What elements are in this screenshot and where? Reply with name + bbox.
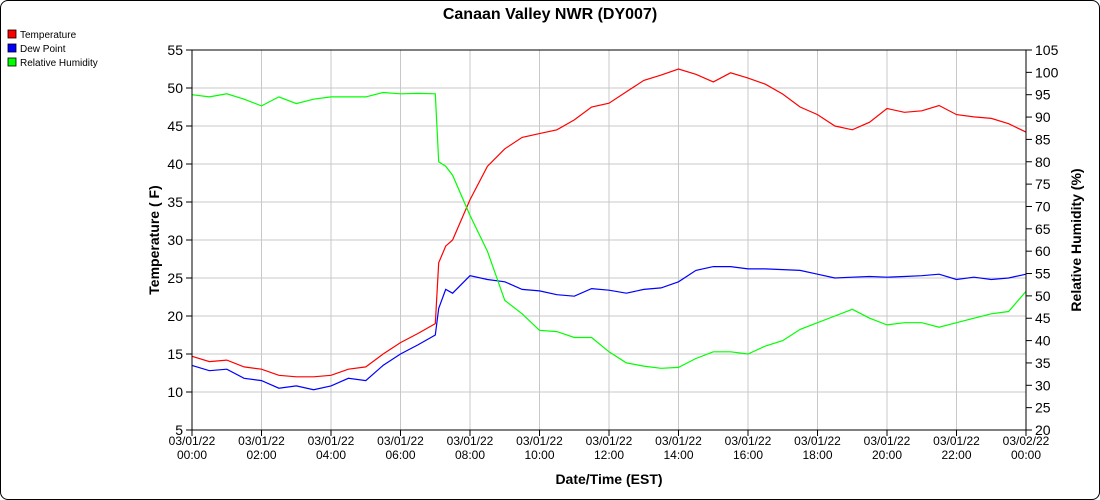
chart-title: Canaan Valley NWR (DY007) bbox=[443, 6, 657, 23]
y2-tick-label: 35 bbox=[1035, 355, 1051, 371]
x-tick-date: 03/01/22 bbox=[794, 434, 841, 448]
x-tick-time: 20:00 bbox=[872, 448, 902, 462]
x-tick-time: 16:00 bbox=[733, 448, 763, 462]
x-tick-date: 03/01/22 bbox=[725, 434, 772, 448]
y2-axis-label: Relative Humidity (%) bbox=[1068, 168, 1084, 311]
y2-tick-label: 75 bbox=[1035, 176, 1051, 192]
x-tick-time: 08:00 bbox=[455, 448, 485, 462]
x-tick-time: 04:00 bbox=[316, 448, 346, 462]
y2-tick-label: 60 bbox=[1035, 243, 1051, 259]
y2-tick-label: 100 bbox=[1035, 64, 1059, 80]
x-tick-date: 03/01/22 bbox=[516, 434, 563, 448]
x-tick-time: 14:00 bbox=[663, 448, 693, 462]
y2-tick-label: 30 bbox=[1035, 377, 1051, 393]
x-tick-date: 03/01/22 bbox=[377, 434, 424, 448]
x-tick-date: 03/01/22 bbox=[933, 434, 980, 448]
legend-swatch bbox=[7, 57, 17, 67]
y-tick-label: 50 bbox=[167, 80, 183, 96]
y2-tick-label: 20 bbox=[1035, 422, 1051, 438]
y2-tick-label: 95 bbox=[1035, 87, 1051, 103]
y2-tick-label: 50 bbox=[1035, 288, 1051, 304]
x-tick-date: 03/01/22 bbox=[864, 434, 911, 448]
x-tick-time: 02:00 bbox=[246, 448, 276, 462]
x-ticks: 03/01/2200:0003/01/2202:0003/01/2204:000… bbox=[169, 430, 1050, 462]
x-tick-date: 03/01/22 bbox=[238, 434, 285, 448]
x-tick-time: 12:00 bbox=[594, 448, 624, 462]
y-tick-label: 15 bbox=[167, 346, 183, 362]
x-tick-date: 03/01/22 bbox=[655, 434, 702, 448]
legend-label: Relative Humidity bbox=[20, 58, 98, 69]
legend-swatch bbox=[7, 29, 17, 39]
y-tick-label: 35 bbox=[167, 194, 183, 210]
y-tick-label: 45 bbox=[167, 118, 183, 134]
series-lines bbox=[191, 68, 1027, 391]
x-tick-time: 10:00 bbox=[524, 448, 554, 462]
legend-swatch bbox=[7, 43, 17, 53]
grid bbox=[191, 49, 1027, 431]
x-tick-time: 00:00 bbox=[1011, 448, 1041, 462]
x-tick-date: 03/01/22 bbox=[447, 434, 494, 448]
y2-tick-label: 90 bbox=[1035, 109, 1051, 125]
y-tick-label: 30 bbox=[167, 232, 183, 248]
y-tick-label: 10 bbox=[167, 384, 183, 400]
x-tick-date: 03/02/22 bbox=[1003, 434, 1050, 448]
y-tick-label: 20 bbox=[167, 308, 183, 324]
legend: Temperature Dew Point Relative Humidity bbox=[7, 29, 98, 69]
series-line-relative-humidity bbox=[191, 91, 1027, 369]
y2-tick-label: 105 bbox=[1035, 42, 1059, 58]
x-tick-date: 03/01/22 bbox=[169, 434, 216, 448]
y2-tick-label: 65 bbox=[1035, 221, 1051, 237]
y2-tick-label: 70 bbox=[1035, 198, 1051, 214]
y2-tick-label: 55 bbox=[1035, 266, 1051, 282]
y2-tick-label: 80 bbox=[1035, 154, 1051, 170]
y-tick-label: 5 bbox=[175, 422, 183, 438]
y2-tick-label: 45 bbox=[1035, 310, 1051, 326]
x-tick-time: 18:00 bbox=[802, 448, 832, 462]
x-tick-date: 03/01/22 bbox=[586, 434, 633, 448]
series-line-dew-point bbox=[191, 266, 1027, 391]
y2-tick-label: 25 bbox=[1035, 400, 1051, 416]
y-tick-label: 25 bbox=[167, 270, 183, 286]
y2-tick-label: 40 bbox=[1035, 333, 1051, 349]
y-tick-label: 40 bbox=[167, 156, 183, 172]
x-tick-time: 06:00 bbox=[385, 448, 415, 462]
y2-tick-label: 85 bbox=[1035, 131, 1051, 147]
y-axis-label: Temperature ( F) bbox=[146, 185, 162, 294]
y2-ticks: 20 25 30 35 40 45 50 55 60 65 70 75 80 85 90 95 100 105 bbox=[1026, 42, 1059, 438]
legend-label: Dew Point bbox=[20, 44, 66, 55]
legend-label: Temperature bbox=[20, 30, 77, 41]
y-tick-label: 55 bbox=[167, 42, 183, 58]
x-tick-time: 00:00 bbox=[177, 448, 207, 462]
series-line-temperature bbox=[191, 68, 1027, 378]
x-tick-date: 03/01/22 bbox=[308, 434, 355, 448]
x-axis-label: Date/Time (EST) bbox=[555, 471, 662, 487]
y-ticks: 5 10 15 20 25 30 35 40 45 50 55 bbox=[167, 42, 192, 438]
x-tick-time: 22:00 bbox=[941, 448, 971, 462]
